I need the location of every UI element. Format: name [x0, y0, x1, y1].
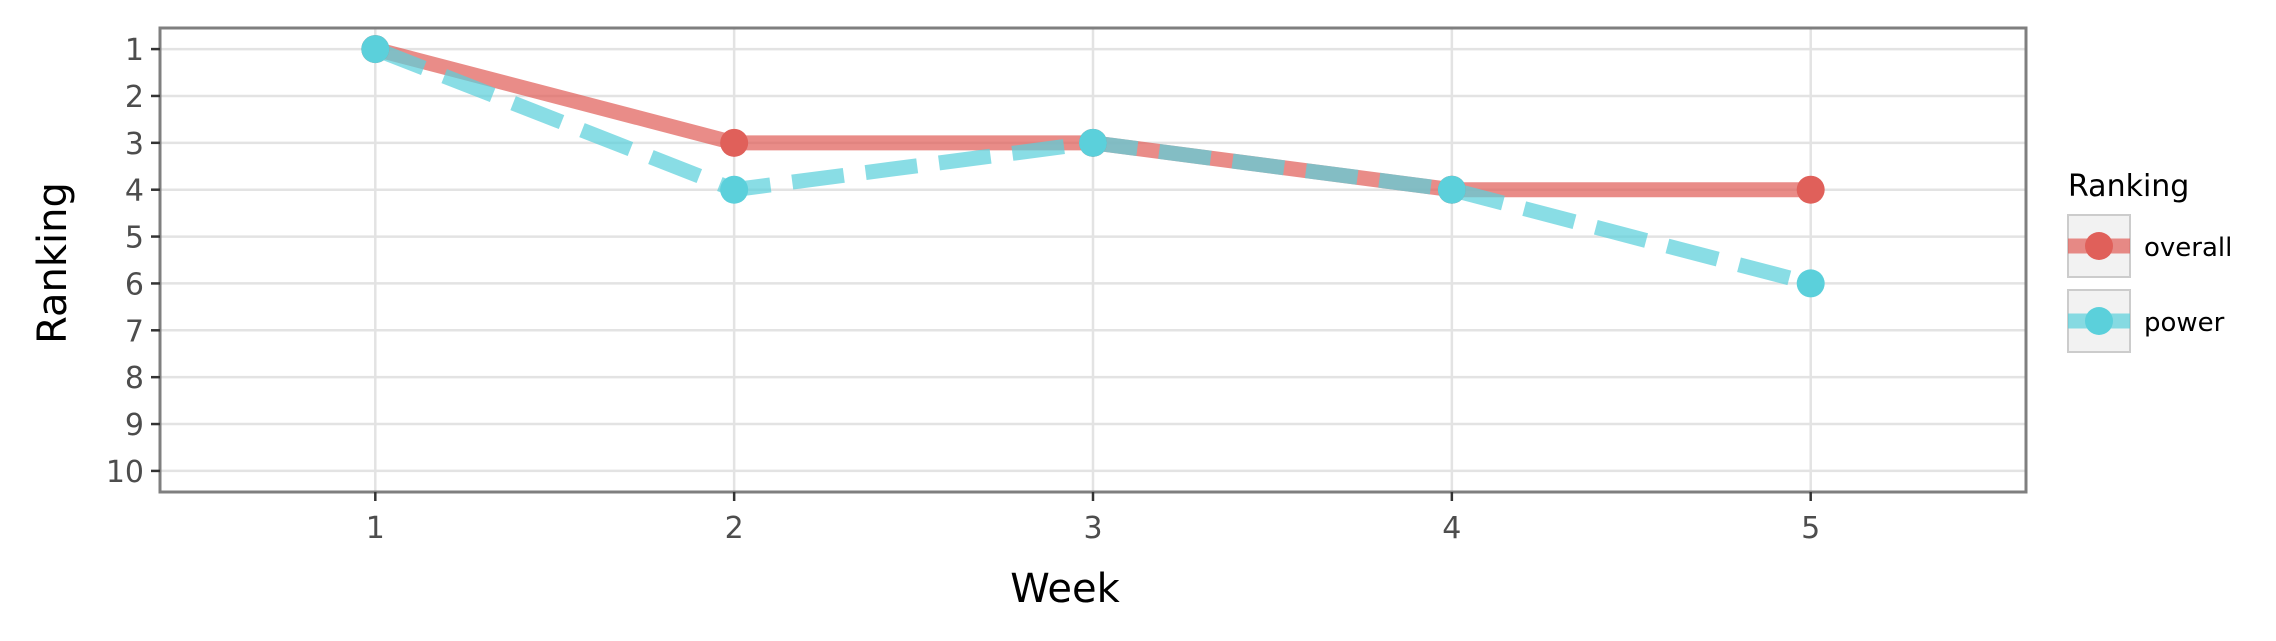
y-axis-title: Ranking [30, 182, 76, 344]
x-axis: 1 2 3 4 5 [366, 492, 1820, 546]
x-tick-label: 5 [1801, 511, 1820, 546]
x-tick-label: 2 [725, 511, 744, 546]
legend-label-overall: overall [2144, 233, 2232, 263]
series-layer [361, 35, 1825, 298]
legend-title: Ranking [2068, 169, 2189, 204]
data-point-power [720, 175, 749, 204]
data-point-power [1437, 175, 1466, 204]
x-axis-title: Week [1010, 566, 1120, 612]
data-point-power [361, 35, 390, 64]
y-tick-label: 4 [125, 174, 144, 209]
data-point-overall [1796, 175, 1825, 204]
data-point-power [1079, 128, 1107, 157]
y-tick-label: 3 [125, 127, 144, 162]
y-tick-label: 8 [125, 361, 144, 396]
y-tick-label: 6 [125, 267, 144, 302]
legend: Ranking overall power [2067, 169, 2232, 353]
y-tick-label: 10 [106, 455, 144, 490]
y-tick-label: 2 [125, 80, 144, 115]
y-tick-label: 1 [125, 33, 144, 68]
x-tick-label: 3 [1083, 511, 1102, 546]
y-axis: 1 2 3 4 5 6 7 8 9 10 [106, 33, 160, 490]
x-tick-label: 4 [1442, 511, 1461, 546]
data-point-power [1796, 269, 1825, 298]
legend-marker-overall [2085, 232, 2113, 260]
data-point-overall [720, 128, 749, 157]
legend-marker-power [2085, 307, 2113, 335]
x-tick-label: 1 [366, 511, 385, 546]
y-tick-label: 9 [125, 408, 144, 443]
y-tick-label: 5 [125, 221, 144, 256]
y-tick-label: 7 [125, 314, 144, 349]
legend-label-power: power [2144, 308, 2225, 338]
